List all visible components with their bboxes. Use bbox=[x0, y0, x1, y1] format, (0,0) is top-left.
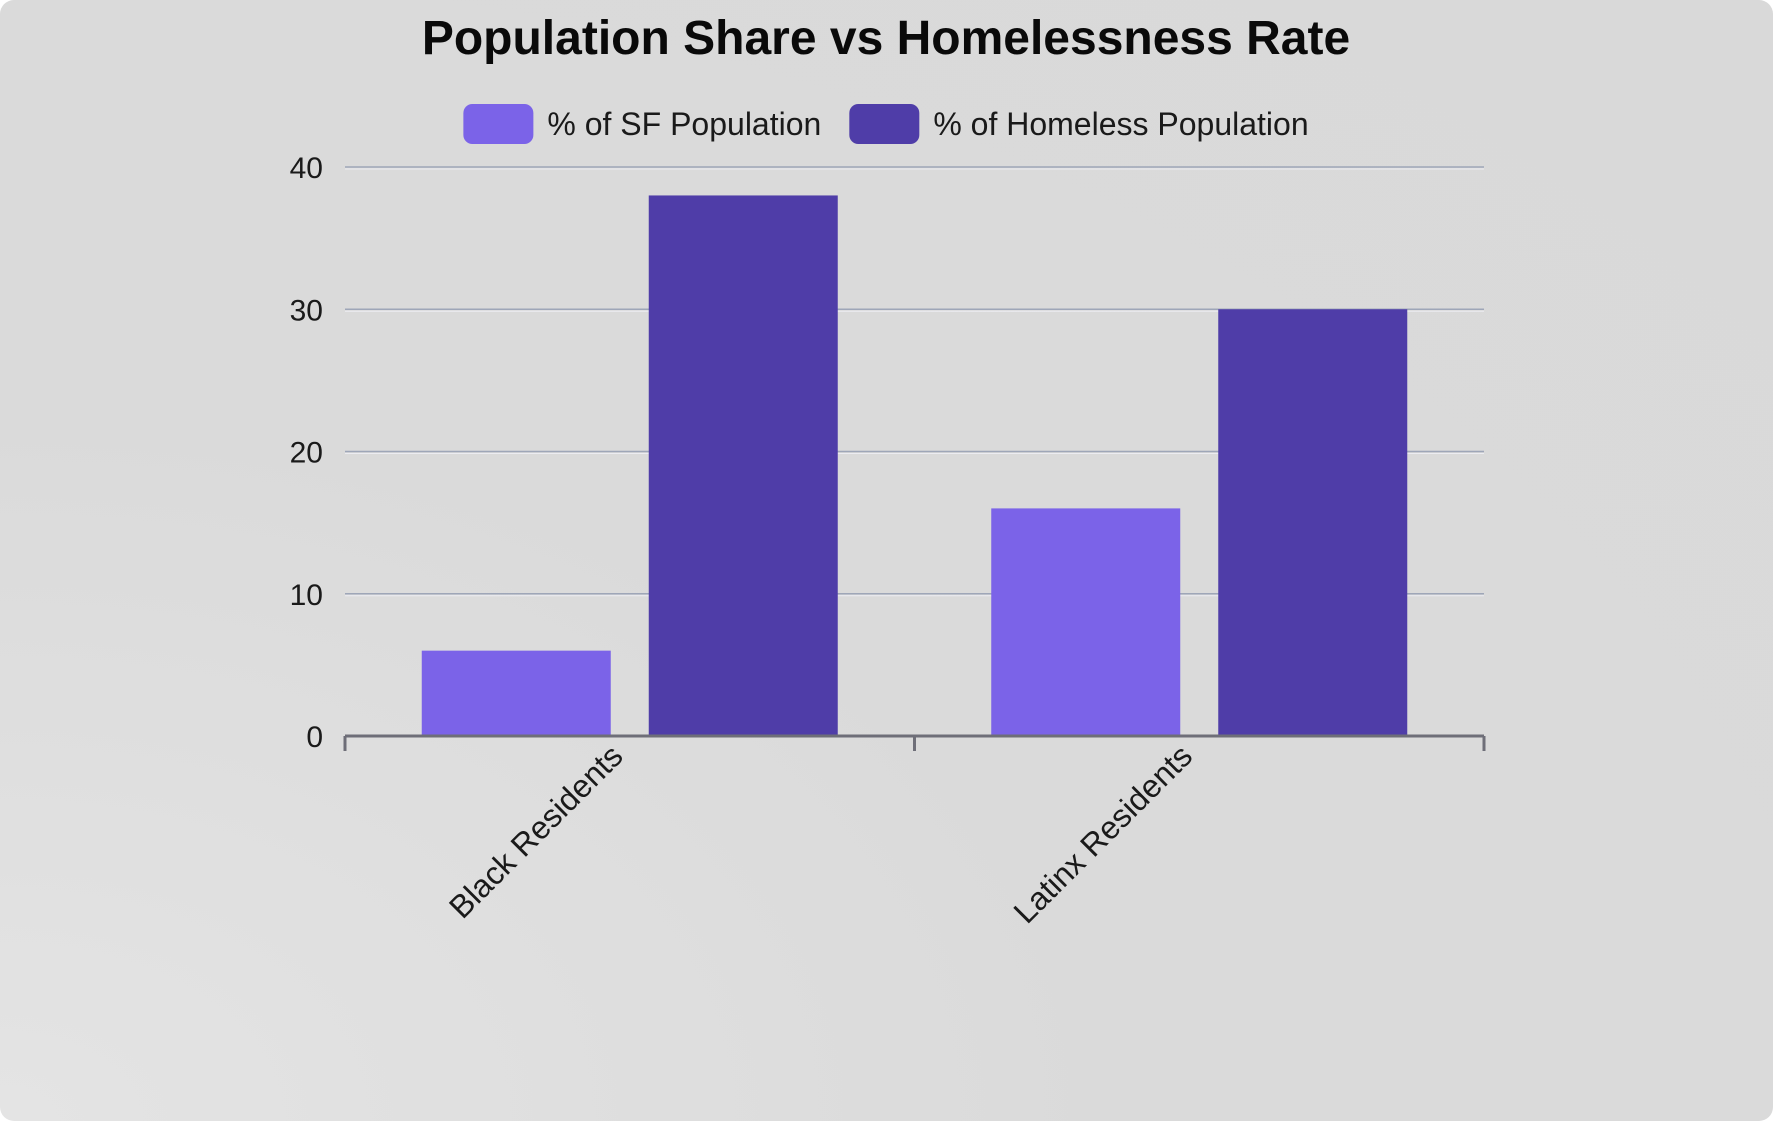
y-tick-label-20: 20 bbox=[290, 437, 323, 470]
x-axis: Black Residents Latinx Residents bbox=[343, 734, 1486, 930]
gridlines bbox=[345, 166, 1484, 597]
y-tick-label-10: 10 bbox=[290, 579, 323, 612]
legend-swatch-0 bbox=[463, 104, 534, 144]
legend-label-1: % of Homeless Population bbox=[933, 106, 1308, 142]
bar-black-residents-series-1 bbox=[648, 195, 838, 736]
y-tick-label-40: 40 bbox=[290, 152, 323, 185]
legend-label-0: % of SF Population bbox=[547, 106, 821, 142]
chart-title: Population Share vs Homelessness Rate bbox=[422, 12, 1350, 65]
y-axis: 0 10 20 30 40 bbox=[290, 152, 323, 754]
y-tick-label-30: 30 bbox=[290, 294, 323, 327]
bar-latinx-residents-series-1 bbox=[1218, 309, 1408, 736]
bars bbox=[421, 195, 1408, 736]
bar-latinx-residents-series-0 bbox=[991, 508, 1181, 736]
y-tick-label-0: 0 bbox=[306, 721, 323, 754]
x-category-label-0: Black Residents bbox=[442, 737, 630, 925]
bar-black-residents-series-0 bbox=[421, 650, 611, 736]
legend-swatch-1 bbox=[849, 104, 920, 144]
legend: % of SF Population % of Homeless Populati… bbox=[463, 104, 1309, 144]
x-category-label-1: Latinx Residents bbox=[1006, 737, 1199, 930]
